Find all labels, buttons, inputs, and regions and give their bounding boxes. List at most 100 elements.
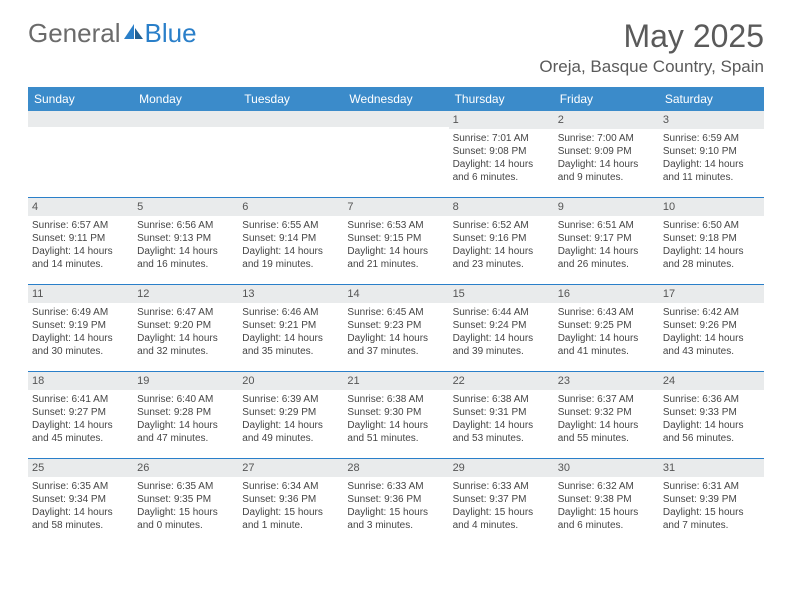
sunrise-text: Sunrise: 6:38 AM xyxy=(453,393,550,406)
daylight-text: Daylight: 14 hours and 39 minutes. xyxy=(453,332,550,358)
sunrise-text: Sunrise: 6:38 AM xyxy=(347,393,444,406)
sunset-text: Sunset: 9:14 PM xyxy=(242,232,339,245)
calendar-grid: Sunday Monday Tuesday Wednesday Thursday… xyxy=(28,87,764,545)
sunrise-text: Sunrise: 6:36 AM xyxy=(663,393,760,406)
day-number: 21 xyxy=(343,372,448,390)
weekday-header: Sunday xyxy=(28,87,133,111)
day-number: 23 xyxy=(554,372,659,390)
sunset-text: Sunset: 9:25 PM xyxy=(558,319,655,332)
sunrise-text: Sunrise: 6:44 AM xyxy=(453,306,550,319)
daylight-text: Daylight: 14 hours and 53 minutes. xyxy=(453,419,550,445)
daylight-text: Daylight: 14 hours and 6 minutes. xyxy=(453,158,550,184)
weekday-header: Wednesday xyxy=(343,87,448,111)
day-number: 18 xyxy=(28,372,133,390)
day-number: 28 xyxy=(343,459,448,477)
calendar-day-cell: 28Sunrise: 6:33 AMSunset: 9:36 PMDayligh… xyxy=(343,459,448,545)
calendar-day-cell: 24Sunrise: 6:36 AMSunset: 9:33 PMDayligh… xyxy=(659,372,764,458)
daylight-text: Daylight: 14 hours and 41 minutes. xyxy=(558,332,655,358)
sunset-text: Sunset: 9:19 PM xyxy=(32,319,129,332)
calendar-day-cell: 15Sunrise: 6:44 AMSunset: 9:24 PMDayligh… xyxy=(449,285,554,371)
weekday-header: Monday xyxy=(133,87,238,111)
day-details: Sunrise: 6:39 AMSunset: 9:29 PMDaylight:… xyxy=(238,390,343,449)
calendar-day-cell: 18Sunrise: 6:41 AMSunset: 9:27 PMDayligh… xyxy=(28,372,133,458)
calendar-day-cell: 30Sunrise: 6:32 AMSunset: 9:38 PMDayligh… xyxy=(554,459,659,545)
daylight-text: Daylight: 14 hours and 26 minutes. xyxy=(558,245,655,271)
calendar-day-cell: 11Sunrise: 6:49 AMSunset: 9:19 PMDayligh… xyxy=(28,285,133,371)
sunset-text: Sunset: 9:28 PM xyxy=(137,406,234,419)
day-details: Sunrise: 6:44 AMSunset: 9:24 PMDaylight:… xyxy=(449,303,554,362)
daylight-text: Daylight: 14 hours and 19 minutes. xyxy=(242,245,339,271)
day-details: Sunrise: 6:35 AMSunset: 9:35 PMDaylight:… xyxy=(133,477,238,536)
daylight-text: Daylight: 14 hours and 45 minutes. xyxy=(32,419,129,445)
day-details: Sunrise: 6:34 AMSunset: 9:36 PMDaylight:… xyxy=(238,477,343,536)
sunset-text: Sunset: 9:08 PM xyxy=(453,145,550,158)
sunrise-text: Sunrise: 6:50 AM xyxy=(663,219,760,232)
calendar-day-cell: 8Sunrise: 6:52 AMSunset: 9:16 PMDaylight… xyxy=(449,198,554,284)
day-number xyxy=(343,111,448,127)
day-details: Sunrise: 7:00 AMSunset: 9:09 PMDaylight:… xyxy=(554,129,659,188)
day-details: Sunrise: 6:43 AMSunset: 9:25 PMDaylight:… xyxy=(554,303,659,362)
sunset-text: Sunset: 9:37 PM xyxy=(453,493,550,506)
sunrise-text: Sunrise: 6:35 AM xyxy=(32,480,129,493)
day-number: 8 xyxy=(449,198,554,216)
sunset-text: Sunset: 9:36 PM xyxy=(347,493,444,506)
calendar-day-cell: 4Sunrise: 6:57 AMSunset: 9:11 PMDaylight… xyxy=(28,198,133,284)
calendar-day-cell: 17Sunrise: 6:42 AMSunset: 9:26 PMDayligh… xyxy=(659,285,764,371)
sunset-text: Sunset: 9:11 PM xyxy=(32,232,129,245)
brand-word-1: General xyxy=(28,18,121,49)
sunset-text: Sunset: 9:38 PM xyxy=(558,493,655,506)
sunset-text: Sunset: 9:16 PM xyxy=(453,232,550,245)
sunrise-text: Sunrise: 6:35 AM xyxy=(137,480,234,493)
calendar-day-cell: 13Sunrise: 6:46 AMSunset: 9:21 PMDayligh… xyxy=(238,285,343,371)
sunset-text: Sunset: 9:33 PM xyxy=(663,406,760,419)
sunrise-text: Sunrise: 7:01 AM xyxy=(453,132,550,145)
sunrise-text: Sunrise: 6:53 AM xyxy=(347,219,444,232)
weekday-header: Friday xyxy=(554,87,659,111)
daylight-text: Daylight: 14 hours and 28 minutes. xyxy=(663,245,760,271)
daylight-text: Daylight: 15 hours and 7 minutes. xyxy=(663,506,760,532)
day-number: 16 xyxy=(554,285,659,303)
day-number: 15 xyxy=(449,285,554,303)
daylight-text: Daylight: 14 hours and 9 minutes. xyxy=(558,158,655,184)
month-title: May 2025 xyxy=(539,18,764,55)
day-number: 31 xyxy=(659,459,764,477)
day-number xyxy=(238,111,343,127)
sunset-text: Sunset: 9:39 PM xyxy=(663,493,760,506)
calendar-week-row: 1Sunrise: 7:01 AMSunset: 9:08 PMDaylight… xyxy=(28,111,764,198)
sunrise-text: Sunrise: 6:47 AM xyxy=(137,306,234,319)
day-number: 22 xyxy=(449,372,554,390)
day-number: 19 xyxy=(133,372,238,390)
sunset-text: Sunset: 9:21 PM xyxy=(242,319,339,332)
sunset-text: Sunset: 9:32 PM xyxy=(558,406,655,419)
weekday-header: Thursday xyxy=(449,87,554,111)
calendar-day-cell: 25Sunrise: 6:35 AMSunset: 9:34 PMDayligh… xyxy=(28,459,133,545)
calendar-day-cell xyxy=(28,111,133,197)
brand-word-2: Blue xyxy=(145,18,197,49)
sunset-text: Sunset: 9:35 PM xyxy=(137,493,234,506)
calendar-day-cell: 14Sunrise: 6:45 AMSunset: 9:23 PMDayligh… xyxy=(343,285,448,371)
sunrise-text: Sunrise: 6:42 AM xyxy=(663,306,760,319)
day-details: Sunrise: 6:38 AMSunset: 9:30 PMDaylight:… xyxy=(343,390,448,449)
sunrise-text: Sunrise: 6:56 AM xyxy=(137,219,234,232)
day-details: Sunrise: 6:40 AMSunset: 9:28 PMDaylight:… xyxy=(133,390,238,449)
sunset-text: Sunset: 9:13 PM xyxy=(137,232,234,245)
calendar-week-row: 25Sunrise: 6:35 AMSunset: 9:34 PMDayligh… xyxy=(28,459,764,545)
calendar-day-cell: 22Sunrise: 6:38 AMSunset: 9:31 PMDayligh… xyxy=(449,372,554,458)
daylight-text: Daylight: 14 hours and 43 minutes. xyxy=(663,332,760,358)
brand-logo: General Blue xyxy=(28,18,197,49)
calendar-week-row: 4Sunrise: 6:57 AMSunset: 9:11 PMDaylight… xyxy=(28,198,764,285)
calendar-day-cell: 10Sunrise: 6:50 AMSunset: 9:18 PMDayligh… xyxy=(659,198,764,284)
day-details: Sunrise: 6:52 AMSunset: 9:16 PMDaylight:… xyxy=(449,216,554,275)
day-number: 2 xyxy=(554,111,659,129)
day-details: Sunrise: 6:49 AMSunset: 9:19 PMDaylight:… xyxy=(28,303,133,362)
sunset-text: Sunset: 9:10 PM xyxy=(663,145,760,158)
day-details: Sunrise: 6:36 AMSunset: 9:33 PMDaylight:… xyxy=(659,390,764,449)
weekday-header-row: Sunday Monday Tuesday Wednesday Thursday… xyxy=(28,87,764,111)
calendar-day-cell: 16Sunrise: 6:43 AMSunset: 9:25 PMDayligh… xyxy=(554,285,659,371)
sunset-text: Sunset: 9:18 PM xyxy=(663,232,760,245)
daylight-text: Daylight: 15 hours and 4 minutes. xyxy=(453,506,550,532)
calendar-week-row: 11Sunrise: 6:49 AMSunset: 9:19 PMDayligh… xyxy=(28,285,764,372)
weekday-header: Saturday xyxy=(659,87,764,111)
day-details: Sunrise: 6:41 AMSunset: 9:27 PMDaylight:… xyxy=(28,390,133,449)
day-number: 14 xyxy=(343,285,448,303)
